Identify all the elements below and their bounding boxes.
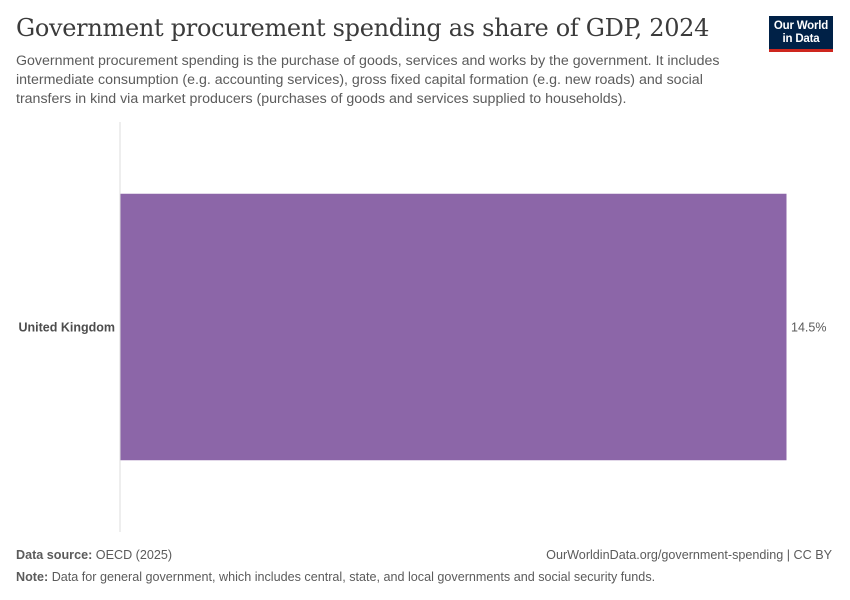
data-source-link[interactable]: OECD (2025) [95, 548, 173, 562]
logo-line-2: in Data [782, 32, 820, 45]
chart-title: Government procurement spending as share… [16, 14, 710, 42]
bar-united-kingdom[interactable] [120, 193, 787, 461]
chart-subtitle: Government procurement spending is the p… [16, 53, 720, 107]
note-text: Data for general government, which inclu… [51, 570, 656, 584]
owid-logo[interactable]: Our World in Data [769, 16, 833, 52]
data-source-label: Data source: [16, 548, 93, 562]
chart-note: Note: Data for general government, which… [16, 570, 832, 584]
note-label: Note: [16, 570, 49, 584]
logo-line-1: Our World [773, 20, 829, 32]
category-label: United Kingdom [18, 321, 115, 335]
data-source: Data source: OECD (2025) [16, 548, 832, 562]
chart-url[interactable]: OurWorldinData.org/government-spending |… [546, 548, 832, 562]
value-label: 14.5% [791, 321, 826, 335]
